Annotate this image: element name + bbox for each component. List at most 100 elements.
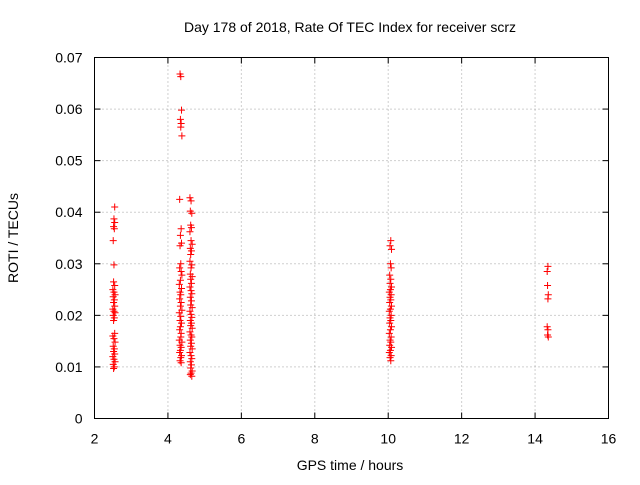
x-tick-label: 8 (311, 431, 319, 447)
data-point (544, 262, 552, 270)
data-point (386, 326, 394, 334)
data-point (186, 194, 194, 202)
data-point (387, 237, 395, 245)
data-point (110, 298, 118, 306)
data-point (543, 323, 551, 331)
data-point (544, 333, 552, 341)
data-point (187, 297, 195, 305)
data-point (188, 304, 196, 312)
data-point (187, 237, 195, 245)
x-axis-label: GPS time / hours (297, 457, 404, 473)
data-point (110, 317, 118, 325)
data-point (188, 209, 196, 217)
y-tick-label: 0.04 (55, 204, 82, 220)
data-point (176, 242, 184, 250)
data-point (110, 215, 118, 223)
data-point (186, 348, 194, 356)
data-point (186, 328, 194, 336)
data-point (187, 352, 195, 360)
data-point (111, 281, 119, 289)
data-point (177, 268, 185, 276)
data-point (175, 280, 183, 288)
y-tick-label: 0 (75, 411, 83, 427)
data-point (177, 298, 185, 306)
tick-label-layer: 2 4 6 8 10 12 14 16 0 0.01 0.02 0.03 0.04 0.05 0.06 0.0… (55, 50, 616, 447)
x-tick-label: 2 (91, 431, 99, 447)
data-point (186, 371, 194, 379)
data-point (187, 279, 195, 287)
data-point (187, 264, 195, 272)
data-point (386, 354, 394, 362)
tick-layer (94, 57, 609, 419)
data-point (187, 251, 195, 259)
data-point (176, 295, 184, 303)
data-point (175, 309, 183, 317)
data-point (177, 312, 185, 320)
data-point (385, 307, 393, 315)
data-point (111, 302, 119, 310)
data-point (176, 326, 184, 334)
data-point (110, 363, 118, 371)
data-point (177, 73, 185, 81)
y-axis-label: ROTI / TECUs (5, 193, 21, 283)
data-point (544, 295, 552, 303)
data-point (188, 240, 196, 248)
data-point (187, 361, 195, 369)
data-point-layer (109, 70, 552, 380)
data-point (178, 271, 186, 279)
data-point (187, 287, 195, 295)
data-point (177, 260, 185, 268)
data-point (178, 106, 186, 114)
data-point (386, 242, 394, 250)
data-point (177, 225, 185, 233)
data-point (186, 293, 194, 301)
data-point (388, 323, 396, 331)
data-point (177, 123, 185, 131)
y-tick-label: 0.05 (55, 153, 82, 169)
data-point (187, 339, 195, 347)
data-point (176, 115, 184, 123)
data-point (386, 260, 394, 268)
data-point (110, 364, 118, 372)
data-point (111, 338, 119, 346)
y-tick-label: 0.02 (55, 307, 82, 323)
y-tick-label: 0.06 (55, 101, 82, 117)
data-point (386, 319, 394, 327)
data-point (188, 372, 196, 380)
data-point (176, 231, 184, 239)
y-tick-label: 0.03 (55, 256, 82, 272)
x-tick-label: 12 (454, 431, 470, 447)
x-tick-label: 10 (380, 431, 396, 447)
data-point (177, 343, 185, 351)
data-point (186, 257, 194, 265)
data-point (110, 261, 118, 269)
y-tick-label: 0.07 (55, 50, 82, 66)
data-point (187, 197, 195, 205)
data-point (187, 275, 195, 283)
data-point (386, 271, 394, 279)
data-point (176, 264, 184, 272)
chart-title: Day 178 of 2018, Rate Of TEC Index for r… (184, 19, 516, 35)
x-tick-label: 6 (237, 431, 245, 447)
data-point (176, 276, 184, 284)
data-point (176, 323, 184, 331)
grid-layer (94, 57, 609, 419)
data-point (176, 195, 184, 203)
data-point (187, 247, 195, 255)
data-point (188, 290, 196, 298)
data-point (188, 324, 196, 332)
data-point (110, 307, 118, 315)
plot-frame (94, 57, 609, 419)
data-point (387, 275, 395, 283)
data-point (186, 283, 194, 291)
data-point (388, 302, 396, 310)
data-point (186, 307, 194, 315)
data-point (544, 281, 552, 289)
data-point (387, 264, 395, 272)
data-point (111, 203, 119, 211)
data-point (177, 359, 185, 367)
data-point (178, 132, 186, 140)
y-tick-label: 0.01 (55, 359, 82, 375)
